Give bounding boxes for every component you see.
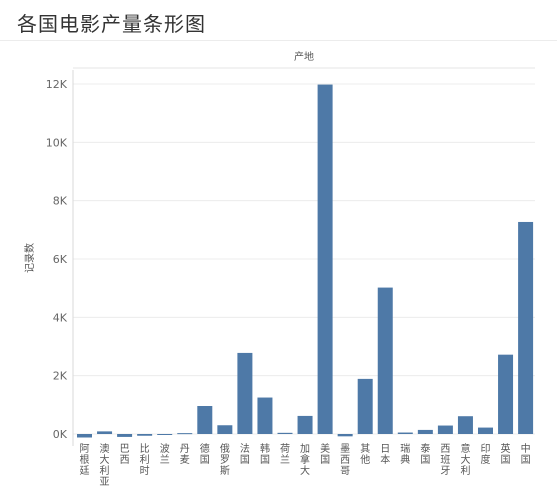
x-tick-label: 澳大利亚: [100, 442, 110, 488]
bar[interactable]: [397, 432, 413, 434]
y-tick-label: 6K: [53, 253, 68, 266]
bar[interactable]: [377, 287, 393, 434]
x-tick-label: 其他: [360, 443, 370, 466]
x-tick-label: 泰国: [420, 442, 430, 466]
x-tick-label: 比利时: [140, 443, 150, 477]
x-tick-label: 美国: [320, 442, 330, 466]
bar[interactable]: [217, 425, 233, 434]
bar[interactable]: [137, 434, 153, 436]
column-header: 产地: [294, 50, 314, 63]
x-tick-label: 西班牙: [440, 444, 450, 477]
x-tick-label: 韩国: [260, 442, 270, 466]
bar[interactable]: [257, 397, 273, 434]
chart-title: 各国电影产量条形图: [17, 12, 206, 36]
x-tick-label: 印度: [481, 443, 491, 466]
x-tick-label: 波兰: [160, 442, 170, 466]
y-tick-label: 2K: [53, 370, 68, 383]
y-tick-label: 10K: [46, 136, 68, 149]
y-axis-ticks: 0K 2K 4K 6K 8K 10K 12K: [46, 78, 68, 441]
x-tick-label: 中国: [521, 442, 531, 466]
bar[interactable]: [197, 406, 213, 434]
bar[interactable]: [518, 221, 534, 434]
x-tick-label: 英国: [501, 442, 511, 466]
bar[interactable]: [97, 431, 113, 435]
bar[interactable]: [457, 416, 473, 434]
x-tick-label: 意大利: [460, 442, 470, 477]
x-axis-ticks: 阿根廷澳大利亚巴西比利时波兰丹麦德国俄罗斯法国韩国荷兰加拿大美国墨西哥其他日本瑞…: [80, 442, 531, 488]
x-tick-label: 荷兰: [280, 443, 290, 466]
x-tick-label: 日本: [380, 444, 390, 466]
x-tick-label: 巴西: [120, 443, 130, 466]
bar[interactable]: [157, 434, 173, 435]
x-tick-label: 墨西哥: [340, 443, 350, 477]
chart-area: 产地 记录数 0K 2K 4K 6K 8K 10K 12K 阿根廷 澳大利亚 巴西 比利时 波兰 丹麦…: [0, 42, 557, 496]
bar[interactable]: [337, 434, 353, 437]
x-tick-label: 法国: [240, 442, 250, 466]
bar[interactable]: [237, 352, 253, 434]
x-tick-label: 瑞典: [400, 443, 410, 466]
bar[interactable]: [357, 378, 373, 435]
x-tick-label: 俄罗斯: [220, 443, 230, 477]
y-tick-label: 8K: [53, 195, 68, 208]
bar-chart: 产地 记录数 0K 2K 4K 6K 8K 10K 12K 阿根廷澳大利亚巴西比利时波兰丹麦…: [23, 50, 535, 488]
x-tick-label: 德国: [200, 442, 210, 466]
bar[interactable]: [317, 84, 333, 434]
bar[interactable]: [297, 415, 313, 434]
y-tick-label: 12K: [46, 78, 68, 91]
bar[interactable]: [117, 434, 133, 437]
y-tick-label: 4K: [53, 311, 68, 324]
bar[interactable]: [437, 425, 453, 434]
x-tick-label: 阿根廷: [80, 443, 90, 477]
bar[interactable]: [478, 427, 493, 434]
x-tick-label: 加拿大: [300, 443, 310, 477]
bar[interactable]: [498, 354, 514, 434]
y-tick-label: 0K: [53, 428, 68, 441]
bars: [77, 84, 534, 438]
bar[interactable]: [77, 434, 92, 438]
bar[interactable]: [417, 429, 433, 434]
x-tick-label: 丹麦: [180, 443, 190, 466]
gridlines: [72, 70, 535, 446]
y-axis-title: 记录数: [23, 243, 36, 273]
bar[interactable]: [277, 432, 293, 434]
title-divider: [0, 40, 557, 41]
bar[interactable]: [177, 433, 193, 435]
